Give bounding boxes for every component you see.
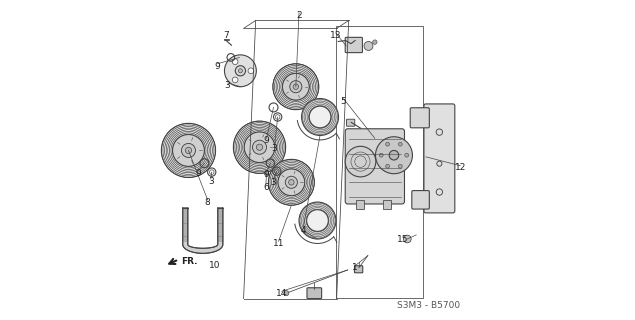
Text: 9: 9 <box>263 170 269 179</box>
Circle shape <box>285 176 297 188</box>
Text: 3: 3 <box>272 144 277 153</box>
Polygon shape <box>183 208 223 253</box>
Circle shape <box>307 210 328 231</box>
Circle shape <box>284 291 289 296</box>
FancyBboxPatch shape <box>307 288 322 299</box>
FancyBboxPatch shape <box>354 266 363 273</box>
Circle shape <box>232 77 238 83</box>
Circle shape <box>379 153 383 157</box>
Text: 7: 7 <box>223 31 229 40</box>
Text: 9: 9 <box>195 169 201 178</box>
Circle shape <box>373 40 377 44</box>
Circle shape <box>224 55 257 87</box>
Text: S3M3 - B5700: S3M3 - B5700 <box>396 301 460 310</box>
Text: 4: 4 <box>300 226 306 235</box>
Circle shape <box>257 144 263 150</box>
Text: 12: 12 <box>455 164 466 172</box>
Circle shape <box>403 235 411 243</box>
Text: 6: 6 <box>263 183 269 192</box>
Bar <box>383 200 391 209</box>
Text: 10: 10 <box>209 261 220 270</box>
Bar <box>356 200 364 209</box>
Circle shape <box>398 142 402 146</box>
FancyBboxPatch shape <box>410 108 429 128</box>
Text: FR.: FR. <box>181 257 197 266</box>
Text: 8: 8 <box>204 197 210 206</box>
FancyBboxPatch shape <box>424 104 455 213</box>
Text: 13: 13 <box>330 31 342 40</box>
Circle shape <box>264 171 269 176</box>
Text: 11: 11 <box>273 239 284 248</box>
FancyBboxPatch shape <box>345 37 363 52</box>
Circle shape <box>161 123 215 178</box>
Circle shape <box>389 150 399 160</box>
Circle shape <box>302 99 338 135</box>
Circle shape <box>364 42 373 50</box>
Circle shape <box>299 202 336 239</box>
Circle shape <box>385 142 389 146</box>
Circle shape <box>248 68 254 74</box>
Circle shape <box>309 106 331 128</box>
Circle shape <box>289 180 294 185</box>
Text: 2: 2 <box>296 11 302 20</box>
Circle shape <box>236 66 246 76</box>
Circle shape <box>375 137 413 174</box>
Text: 5: 5 <box>341 97 347 106</box>
Circle shape <box>238 69 243 73</box>
Circle shape <box>185 147 192 154</box>
Bar <box>336 26 424 298</box>
Circle shape <box>290 81 302 93</box>
Circle shape <box>278 169 305 196</box>
FancyBboxPatch shape <box>345 129 404 204</box>
Circle shape <box>253 140 267 154</box>
Circle shape <box>345 146 376 177</box>
Circle shape <box>234 121 286 173</box>
Text: 1: 1 <box>352 263 358 272</box>
Circle shape <box>273 64 319 110</box>
Circle shape <box>404 153 409 157</box>
Text: 9: 9 <box>215 61 220 70</box>
Text: 3: 3 <box>208 177 213 186</box>
Text: 15: 15 <box>397 235 409 244</box>
Circle shape <box>398 164 402 168</box>
FancyBboxPatch shape <box>412 191 429 209</box>
Circle shape <box>182 143 196 157</box>
Circle shape <box>173 134 204 166</box>
Text: 3: 3 <box>225 81 231 90</box>
Text: 9: 9 <box>264 136 269 145</box>
Circle shape <box>244 132 275 163</box>
Circle shape <box>283 73 309 100</box>
FancyBboxPatch shape <box>347 119 355 126</box>
Circle shape <box>293 84 298 90</box>
Circle shape <box>269 159 314 205</box>
Circle shape <box>232 59 238 65</box>
Circle shape <box>385 164 389 168</box>
Text: 14: 14 <box>276 289 288 298</box>
Text: 3: 3 <box>271 178 276 187</box>
